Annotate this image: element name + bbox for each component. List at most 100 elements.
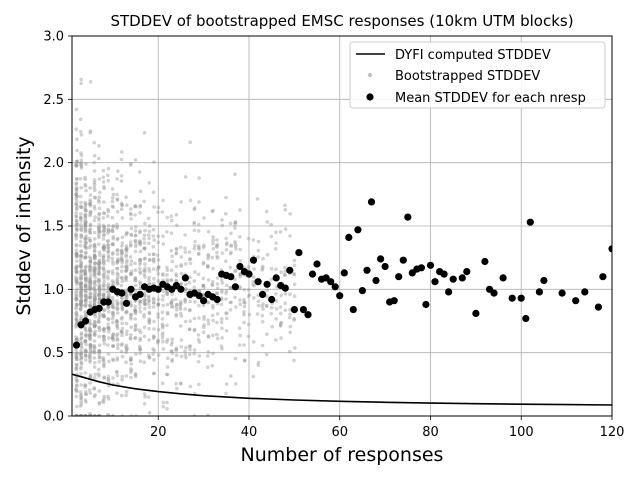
bootstrapped-point xyxy=(92,349,96,353)
bootstrapped-point xyxy=(110,334,115,338)
bootstrapped-point xyxy=(111,344,115,348)
bootstrapped-point xyxy=(146,294,151,298)
bootstrapped-point xyxy=(142,402,147,406)
bootstrapped-point xyxy=(84,297,88,302)
mean-stddev-point xyxy=(440,270,448,278)
bootstrapped-point xyxy=(106,295,111,299)
mean-stddev-point xyxy=(268,295,276,304)
bootstrapped-point xyxy=(165,302,170,307)
bootstrapped-point xyxy=(111,281,116,285)
bootstrapped-point xyxy=(228,300,233,305)
bootstrapped-point xyxy=(193,300,197,304)
bootstrapped-point xyxy=(233,220,237,225)
bootstrapped-point xyxy=(78,301,83,306)
bootstrapped-point xyxy=(88,350,93,354)
bootstrapped-point xyxy=(84,245,88,250)
bootstrapped-point xyxy=(170,292,174,297)
bootstrapped-point xyxy=(79,233,83,237)
bootstrapped-point xyxy=(242,312,246,317)
bootstrapped-point xyxy=(165,215,170,220)
bootstrapped-point xyxy=(161,272,165,276)
bootstrapped-point xyxy=(84,255,88,259)
bootstrapped-point xyxy=(124,278,128,283)
bootstrapped-point xyxy=(129,315,133,320)
bootstrapped-point xyxy=(242,300,246,305)
bootstrapped-point xyxy=(92,178,97,182)
bootstrapped-point xyxy=(174,251,178,256)
bootstrapped-point xyxy=(74,192,78,197)
bootstrapped-point xyxy=(93,303,97,307)
bootstrapped-point xyxy=(156,312,160,316)
bootstrapped-point xyxy=(96,372,101,376)
bootstrapped-point xyxy=(233,240,237,244)
bootstrapped-point xyxy=(138,299,143,304)
bootstrapped-point xyxy=(129,262,133,267)
bootstrapped-point xyxy=(115,307,119,312)
bootstrapped-point xyxy=(75,337,79,341)
bootstrapped-point xyxy=(138,299,143,304)
bootstrapped-point xyxy=(120,326,125,331)
bootstrapped-point xyxy=(79,133,84,137)
bootstrapped-point xyxy=(201,276,206,281)
bootstrapped-point xyxy=(283,273,287,278)
bootstrapped-point xyxy=(211,238,215,242)
bootstrapped-point xyxy=(84,349,88,354)
bootstrapped-point xyxy=(78,239,83,244)
bootstrapped-point xyxy=(98,229,102,234)
legend-label-mean: Mean STDDEV for each nresp xyxy=(395,91,586,106)
bootstrapped-point xyxy=(260,343,265,348)
bootstrapped-point xyxy=(146,295,151,300)
bootstrapped-point xyxy=(83,241,88,246)
bootstrapped-point xyxy=(87,336,92,341)
bootstrapped-point xyxy=(101,400,106,405)
bootstrapped-point xyxy=(111,344,115,349)
bootstrapped-point xyxy=(97,355,102,360)
x-tick-label: 80 xyxy=(422,425,439,440)
mean-stddev-point xyxy=(272,274,280,282)
legend: DYFI computed STDDEV Bootstrapped STDDEV… xyxy=(349,41,606,109)
bootstrapped-point xyxy=(147,326,151,331)
bootstrapped-point xyxy=(107,359,111,364)
bootstrapped-point xyxy=(106,282,111,286)
bootstrapped-point xyxy=(88,381,92,385)
bootstrapped-point xyxy=(115,237,120,242)
bootstrapped-point xyxy=(102,394,106,399)
y-tick-label: 1.0 xyxy=(43,283,64,298)
bootstrapped-point xyxy=(88,212,93,216)
bootstrapped-point xyxy=(74,298,79,303)
bootstrapped-point xyxy=(292,263,297,268)
bootstrapped-point xyxy=(106,322,110,326)
bootstrapped-point xyxy=(88,279,93,284)
mean-stddev-point xyxy=(608,245,612,253)
bootstrapped-point xyxy=(147,298,151,303)
bootstrapped-point xyxy=(93,393,97,397)
bootstrapped-point xyxy=(106,374,111,379)
bootstrapped-point xyxy=(111,224,116,228)
bootstrapped-point xyxy=(88,223,93,228)
bootstrapped-point xyxy=(161,294,165,298)
bootstrapped-point xyxy=(116,282,120,286)
bootstrapped-point xyxy=(74,214,78,219)
bootstrapped-point xyxy=(111,205,115,209)
y-tick-label: 0.0 xyxy=(43,410,64,425)
bootstrapped-point xyxy=(79,117,83,122)
bootstrapped-point xyxy=(115,192,119,197)
bootstrapped-point xyxy=(83,254,88,259)
bootstrapped-point xyxy=(93,195,97,200)
bootstrapped-point xyxy=(88,327,92,331)
bootstrapped-point xyxy=(92,253,97,257)
bootstrapped-point xyxy=(215,250,219,255)
bootstrapped-point xyxy=(83,339,87,344)
bootstrapped-point xyxy=(201,260,206,265)
bootstrapped-point xyxy=(219,278,224,282)
bootstrapped-point xyxy=(133,249,138,254)
bootstrapped-point xyxy=(151,305,156,309)
bootstrapped-point xyxy=(116,259,120,263)
bootstrapped-point xyxy=(288,292,292,297)
bootstrapped-point xyxy=(97,301,101,305)
bootstrapped-point xyxy=(97,270,101,275)
bootstrapped-point xyxy=(79,304,83,308)
bootstrapped-point xyxy=(211,235,215,239)
bootstrapped-point xyxy=(187,327,192,331)
bootstrapped-point xyxy=(120,203,124,208)
